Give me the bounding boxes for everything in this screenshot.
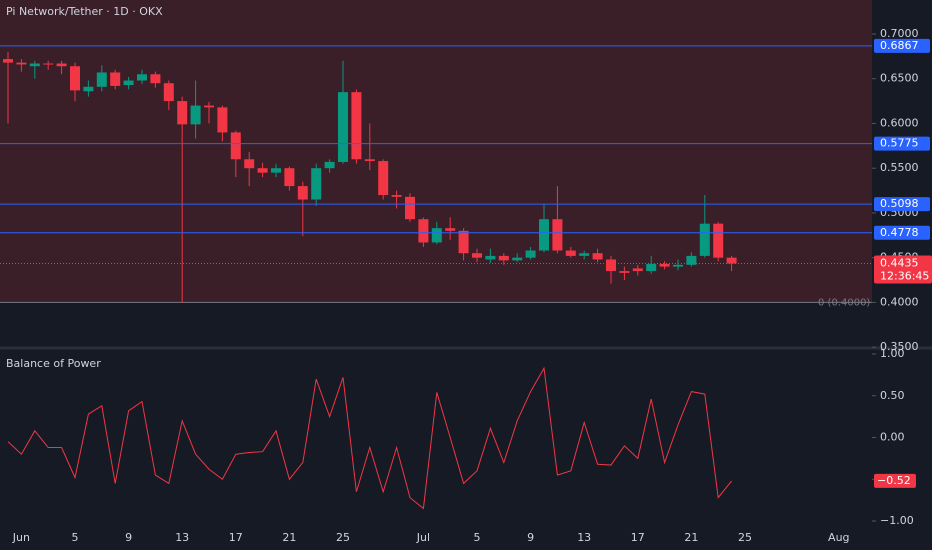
candle-body bbox=[525, 250, 536, 258]
candle-body bbox=[137, 74, 147, 81]
candle-body bbox=[123, 80, 134, 85]
y-tick-label: −1.00 bbox=[880, 514, 914, 527]
level-badge bbox=[874, 38, 930, 53]
level-label: 0.5775 bbox=[880, 137, 919, 150]
candle-body bbox=[110, 72, 121, 86]
candle-body bbox=[96, 72, 107, 87]
x-tick-label: 13 bbox=[175, 531, 189, 544]
candle-body bbox=[552, 219, 563, 251]
countdown: 12:36:45 bbox=[880, 269, 929, 282]
bop-line bbox=[7, 366, 732, 510]
candle-body bbox=[606, 259, 616, 272]
candle-body bbox=[378, 161, 389, 196]
y-tick-label: 0.6000 bbox=[880, 116, 919, 129]
y-tick-label: 0.5500 bbox=[880, 161, 919, 174]
candle-body bbox=[204, 105, 214, 108]
candle-body bbox=[364, 159, 375, 162]
candle-body bbox=[16, 62, 27, 65]
candle-body bbox=[70, 66, 80, 91]
candle-body bbox=[445, 228, 456, 231]
candle-body bbox=[324, 161, 335, 169]
x-tick-label: 17 bbox=[631, 531, 645, 544]
level-badge bbox=[874, 197, 930, 212]
candle-body bbox=[686, 255, 697, 265]
candle-body bbox=[619, 271, 630, 273]
x-tick-label: 9 bbox=[125, 531, 132, 544]
level-label: 0.6867 bbox=[880, 39, 919, 52]
price-badge bbox=[874, 255, 932, 284]
x-tick-label: 25 bbox=[738, 531, 752, 544]
price-label: 0.4435 bbox=[880, 256, 919, 269]
level-label: 0.5098 bbox=[880, 197, 919, 210]
candle-body bbox=[405, 196, 415, 220]
candle-body bbox=[150, 74, 161, 84]
x-tick-label: 17 bbox=[229, 531, 243, 544]
candle-body bbox=[271, 168, 281, 173]
candle-body bbox=[498, 255, 509, 261]
price-zone bbox=[0, 0, 872, 302]
y-tick-label: 0.6500 bbox=[880, 72, 919, 85]
y-tick-label: 0.50 bbox=[880, 389, 905, 402]
candle-body bbox=[418, 219, 429, 243]
candle-body bbox=[673, 264, 683, 267]
candle-body bbox=[257, 168, 268, 173]
candle-body bbox=[565, 250, 576, 256]
x-tick-label: Jun bbox=[12, 531, 30, 544]
x-tick-label: 25 bbox=[336, 531, 350, 544]
candle-body bbox=[351, 92, 362, 160]
candle-body bbox=[512, 257, 523, 261]
candle-body bbox=[230, 132, 241, 160]
candle-body bbox=[713, 223, 724, 258]
y-tick-label: 0.3500 bbox=[880, 340, 919, 353]
value-label: −0.52 bbox=[877, 474, 911, 487]
y-tick-label: 0.4000 bbox=[880, 295, 919, 308]
candle-body bbox=[297, 186, 308, 200]
candle-body bbox=[190, 105, 201, 125]
candle-body bbox=[29, 63, 40, 67]
candle-body bbox=[311, 168, 322, 200]
level-badge bbox=[874, 225, 930, 240]
candle-body bbox=[217, 107, 228, 133]
candle-body bbox=[579, 253, 590, 256]
candle-body bbox=[338, 92, 348, 162]
candle-body bbox=[284, 168, 295, 187]
indicator-title: Balance of Power bbox=[6, 357, 101, 370]
baseline-label: 0 (0.4000) bbox=[818, 297, 870, 308]
x-tick-label: 5 bbox=[474, 531, 481, 544]
x-tick-label: 13 bbox=[577, 531, 591, 544]
candle-body bbox=[592, 253, 603, 260]
candle-body bbox=[391, 195, 402, 197]
candle-body bbox=[539, 219, 549, 251]
candle-body bbox=[431, 228, 442, 243]
x-tick-label: 21 bbox=[684, 531, 698, 544]
candle-body bbox=[699, 223, 710, 256]
level-label: 0.4778 bbox=[880, 226, 919, 239]
candle-body bbox=[3, 59, 13, 63]
candle-body bbox=[726, 257, 737, 264]
candle-body bbox=[659, 263, 670, 267]
x-tick-label: Jul bbox=[416, 531, 430, 544]
candle-body bbox=[83, 86, 94, 92]
candle-body bbox=[458, 230, 469, 254]
x-tick-label: 5 bbox=[72, 531, 79, 544]
candle-body bbox=[472, 253, 482, 258]
x-tick-label: 21 bbox=[282, 531, 296, 544]
candle-body bbox=[646, 263, 657, 272]
level-badge bbox=[874, 136, 930, 151]
y-tick-label: 1.00 bbox=[880, 347, 905, 360]
candle-body bbox=[56, 63, 67, 67]
candle-body bbox=[632, 268, 643, 272]
x-tick-label: Aug bbox=[828, 531, 849, 544]
y-tick-label: 0.7000 bbox=[880, 27, 919, 40]
candle-body bbox=[485, 255, 496, 260]
chart-title: Pi Network/Tether · 1D · OKX bbox=[6, 5, 163, 18]
value-badge bbox=[874, 473, 916, 488]
candle-body bbox=[244, 159, 255, 169]
x-tick-label: 9 bbox=[527, 531, 534, 544]
y-tick-label: 0.00 bbox=[880, 431, 905, 444]
candle-body bbox=[43, 63, 54, 65]
candle-body bbox=[163, 83, 174, 102]
candle-body bbox=[177, 101, 188, 125]
